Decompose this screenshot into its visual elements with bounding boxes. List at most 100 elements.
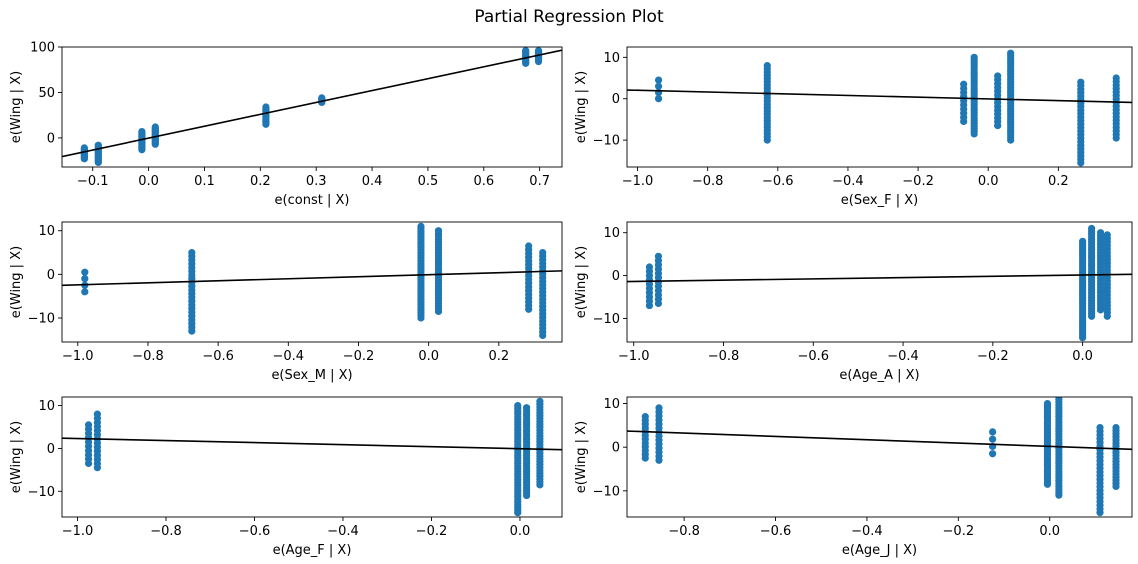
- scatter-point: [989, 435, 997, 443]
- x-tick-label: −0.2: [977, 349, 1009, 364]
- scatter-point: [763, 62, 771, 70]
- axes-frame: [626, 221, 1133, 343]
- x-tick-label: −0.6: [797, 349, 829, 364]
- x-tick-label: 0.3: [306, 174, 327, 189]
- scatter-point: [318, 94, 326, 102]
- scatter-point: [1043, 399, 1052, 408]
- fit-line: [627, 89, 1132, 104]
- x-axis-label: e(Sex_M | X): [271, 368, 352, 383]
- x-tick-label: 0.0: [418, 349, 439, 364]
- scatter-point: [81, 275, 89, 283]
- x-tick-label: 0.0: [1072, 349, 1093, 364]
- scatter-point: [417, 222, 425, 230]
- x-axis-label: e(Age_F | X): [273, 543, 352, 558]
- x-tick-label: −1.0: [62, 349, 94, 364]
- y-tick-label: 0: [612, 92, 620, 107]
- x-tick-label: −0.4: [832, 174, 864, 189]
- y-tick-label: 0: [612, 441, 620, 456]
- x-tick-label: −0.8: [708, 349, 740, 364]
- fit-line: [62, 270, 562, 287]
- axes-frame: [61, 46, 563, 168]
- fit-line: [62, 437, 562, 451]
- x-tick-label: −0.4: [327, 524, 359, 539]
- x-tick-label: −0.4: [273, 349, 305, 364]
- scatter-point: [989, 450, 997, 458]
- scatter-point: [1077, 78, 1085, 86]
- y-tick-label: −10: [593, 312, 620, 327]
- x-axis-label: e(Age_J | X): [842, 543, 917, 558]
- scatter-points: [84, 397, 544, 517]
- y-axis-label: e(Wing | X): [9, 421, 24, 493]
- x-tick-label: −0.6: [202, 349, 234, 364]
- x-axis-label: e(Sex_F | X): [841, 193, 918, 208]
- scatter-point: [1007, 49, 1015, 57]
- x-tick-label: 0.0: [510, 524, 531, 539]
- y-tick-label: 10: [603, 226, 620, 241]
- y-tick-label: 10: [603, 397, 620, 412]
- scatter-point: [654, 95, 663, 103]
- x-tick-label: −1.0: [618, 349, 650, 364]
- scatter-point: [1096, 229, 1105, 237]
- x-tick-label: 0.0: [1039, 524, 1060, 539]
- y-axis-label: e(Wing | X): [9, 71, 24, 143]
- scatter-point: [989, 428, 997, 436]
- scatter-point: [1088, 224, 1096, 233]
- axes-frame: [626, 396, 1133, 518]
- x-tick-label: −0.6: [762, 174, 794, 189]
- scatter-point: [539, 248, 547, 257]
- scatter-point: [534, 47, 543, 55]
- y-axis-label: e(Wing | X): [9, 246, 24, 318]
- y-tick-label: −10: [593, 484, 620, 499]
- scatter-points: [641, 397, 1120, 517]
- y-tick-label: −10: [28, 312, 55, 327]
- x-tick-label: −0.6: [239, 524, 271, 539]
- scatter-point: [434, 227, 443, 235]
- scatter-point: [151, 123, 159, 131]
- y-axis-label: e(Wing | X): [574, 246, 589, 318]
- scatter-point: [80, 144, 88, 152]
- x-tick-label: 0.2: [250, 174, 271, 189]
- x-tick-label: −0.6: [760, 524, 792, 539]
- x-tick-label: 0.2: [488, 349, 509, 364]
- scatter-point: [84, 421, 93, 429]
- scatter-point: [523, 404, 531, 412]
- y-axis-label: e(Wing | X): [574, 421, 589, 493]
- x-tick-label: −0.8: [132, 349, 164, 364]
- scatter-point: [655, 404, 663, 412]
- scatter-point: [1096, 423, 1104, 432]
- y-axis-label: e(Wing | X): [574, 71, 589, 143]
- scatter-point: [645, 263, 654, 271]
- x-axis-label: e(const | X): [275, 193, 350, 208]
- scatter-points: [645, 224, 1111, 342]
- subplot-6: −0.8 −0.6 −0.4 −0.2 0.0 −10 0 10 e(Age_J | X) e(W…: [574, 396, 1133, 558]
- scatter-points: [81, 222, 547, 340]
- y-tick-label: 0: [47, 442, 55, 457]
- x-tick-label: −1.0: [622, 174, 654, 189]
- x-tick-label: −0.2: [943, 524, 975, 539]
- x-tick-label: 0.4: [362, 174, 383, 189]
- scatter-point: [654, 82, 663, 90]
- fit-line: [62, 49, 562, 158]
- x-tick-label: 0.2: [1048, 174, 1069, 189]
- scatter-point: [1112, 74, 1120, 82]
- y-tick-label: 0: [47, 268, 55, 283]
- x-tick-label: 0.5: [418, 174, 439, 189]
- scatter-point: [970, 53, 978, 61]
- scatter-point: [1103, 231, 1111, 239]
- scatter-point: [994, 72, 1002, 80]
- scatter-point: [94, 141, 102, 149]
- x-tick-label: −0.2: [343, 349, 375, 364]
- scatter-point: [525, 242, 533, 250]
- scatter-point: [1055, 397, 1063, 403]
- x-tick-label: 0.0: [978, 174, 999, 189]
- fit-line: [627, 273, 1132, 283]
- y-tick-label: −10: [28, 485, 55, 500]
- scatter-point: [1112, 423, 1120, 432]
- axes-frame: [626, 46, 1133, 168]
- y-tick-label: 50: [38, 86, 55, 101]
- x-tick-label: −0.8: [692, 174, 724, 189]
- y-tick-label: 0: [612, 269, 620, 284]
- x-tick-label: −0.4: [887, 349, 919, 364]
- x-tick-label: 0.7: [529, 174, 550, 189]
